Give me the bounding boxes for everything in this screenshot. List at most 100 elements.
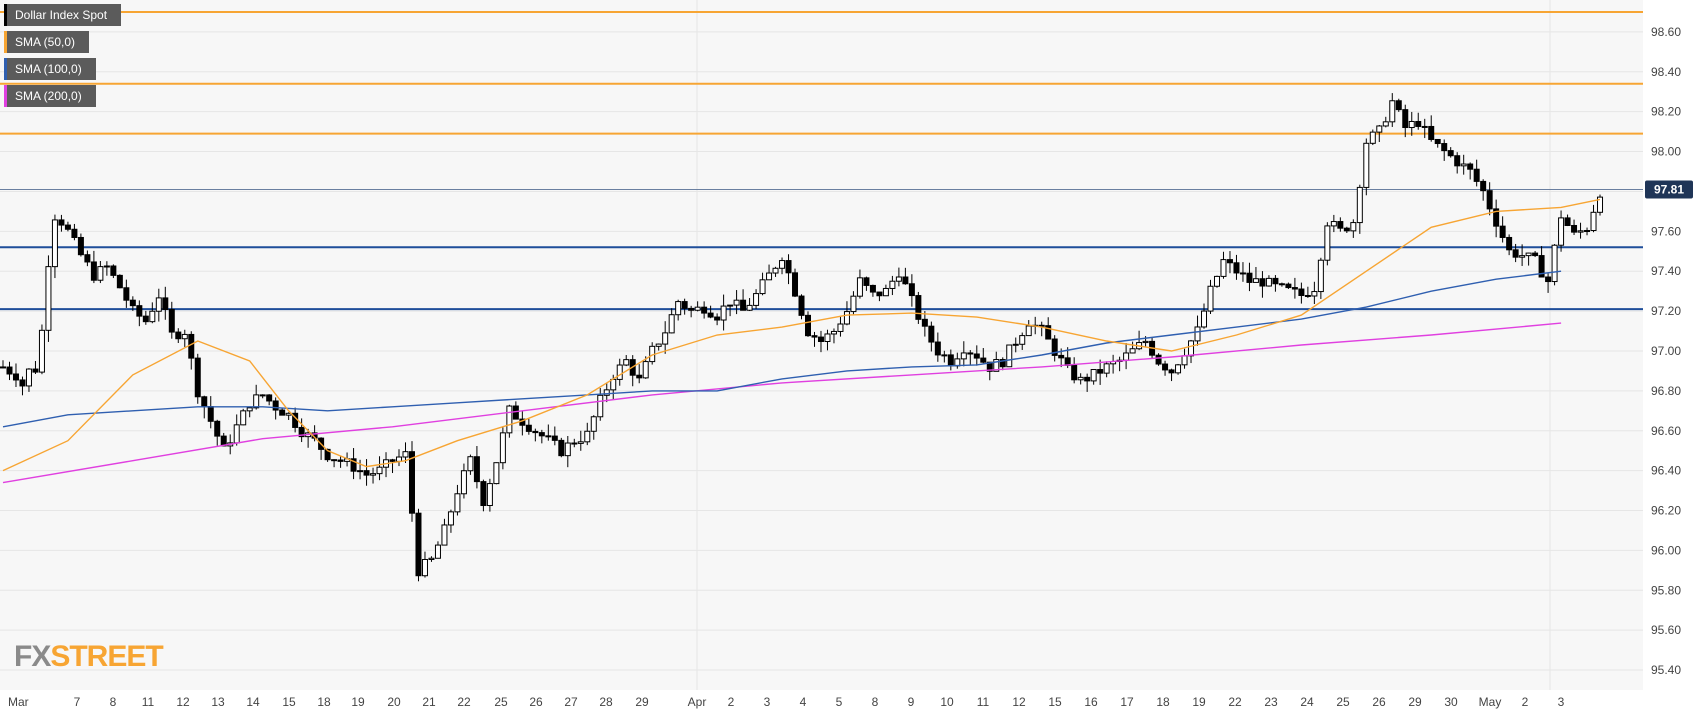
logo-fx: FX bbox=[14, 640, 51, 673]
candle-body bbox=[1519, 255, 1526, 258]
candle-body bbox=[110, 265, 117, 276]
logo-street: STREET bbox=[50, 640, 163, 673]
legend-label-sma50: SMA (50,0) bbox=[15, 35, 76, 49]
candle-body bbox=[707, 312, 714, 318]
candle-body bbox=[1460, 163, 1467, 167]
candle-body bbox=[1506, 236, 1513, 251]
candle-body bbox=[694, 306, 701, 311]
candle-body bbox=[824, 333, 831, 342]
candle-body bbox=[259, 394, 266, 397]
candle-body bbox=[233, 424, 240, 444]
x-tick-label: 21 bbox=[422, 695, 436, 709]
candle-body bbox=[558, 439, 565, 457]
x-tick-label: 11 bbox=[142, 695, 155, 709]
candle-body bbox=[1382, 121, 1389, 127]
current-price-tag: 97.81 bbox=[1645, 180, 1693, 199]
candle-body bbox=[785, 260, 792, 274]
candle-body bbox=[662, 332, 669, 345]
candle-body bbox=[1097, 369, 1104, 374]
horizontal-levels bbox=[0, 10, 1643, 311]
candle-body bbox=[1278, 283, 1285, 286]
candle-body bbox=[1590, 211, 1597, 232]
candle-body bbox=[370, 473, 377, 476]
gridlines bbox=[0, 0, 1643, 690]
candle-body bbox=[1434, 138, 1441, 145]
candle-body bbox=[623, 359, 630, 366]
x-tick-label: 28 bbox=[599, 695, 613, 709]
y-tick-label: 95.40 bbox=[1651, 663, 1681, 677]
candle-body bbox=[1493, 208, 1500, 227]
x-tick-label: 19 bbox=[1192, 695, 1206, 709]
x-tick-label: May bbox=[1479, 695, 1502, 709]
candle-body bbox=[51, 219, 58, 268]
x-tick-label: 15 bbox=[1048, 695, 1062, 709]
candle-body bbox=[714, 316, 721, 321]
x-tick-label: 7 bbox=[74, 695, 81, 709]
legend-swatch-price bbox=[4, 4, 7, 26]
candle-body bbox=[603, 389, 610, 396]
candle-body bbox=[1480, 180, 1487, 192]
candle-body bbox=[1337, 221, 1344, 229]
legend-label-price: Dollar Index Spot bbox=[15, 8, 108, 22]
candle-body bbox=[986, 361, 993, 372]
x-tick-label: 15 bbox=[282, 695, 296, 709]
candle-body bbox=[421, 558, 428, 577]
candle-body bbox=[766, 272, 773, 281]
candle-body bbox=[64, 224, 71, 230]
legend-item-sma100: SMA (100,0) bbox=[4, 58, 96, 80]
candle-body bbox=[129, 299, 136, 307]
x-tick-label: 2 bbox=[728, 695, 735, 709]
candle-body bbox=[1181, 355, 1188, 366]
candle-body bbox=[525, 424, 532, 432]
candle-body bbox=[279, 409, 286, 416]
candle-body bbox=[863, 277, 870, 286]
y-tick-label: 96.00 bbox=[1651, 543, 1681, 557]
candle-body bbox=[792, 272, 799, 297]
candle-body bbox=[746, 304, 753, 311]
candle-body bbox=[142, 315, 149, 323]
candle-body bbox=[201, 396, 208, 408]
candle-body bbox=[1473, 168, 1480, 182]
candle-body bbox=[1343, 227, 1350, 232]
candle-body bbox=[1551, 244, 1558, 283]
candle-body bbox=[298, 426, 305, 438]
candle-body bbox=[473, 456, 480, 483]
y-tick-label: 96.80 bbox=[1651, 384, 1681, 398]
legend-item-sma200: SMA (200,0) bbox=[4, 85, 96, 107]
candle-body bbox=[1058, 354, 1065, 359]
legend-item-price: Dollar Index Spot bbox=[4, 4, 122, 26]
candle-body bbox=[1207, 285, 1214, 312]
candle-body bbox=[1512, 249, 1519, 258]
candle-body bbox=[1019, 335, 1026, 345]
candle-body bbox=[805, 314, 811, 337]
candle-body bbox=[1084, 376, 1091, 382]
x-tick-label: 12 bbox=[176, 695, 190, 709]
candle-body bbox=[655, 343, 662, 347]
candle-body bbox=[25, 368, 32, 387]
candle-body bbox=[1246, 272, 1253, 283]
candle-body bbox=[402, 451, 409, 458]
x-tick-label: 5 bbox=[836, 695, 843, 709]
candle-body bbox=[1142, 340, 1149, 344]
x-tick-label: 12 bbox=[1012, 695, 1026, 709]
x-tick-label: 25 bbox=[494, 695, 508, 709]
candle-body bbox=[1129, 348, 1136, 354]
candle-body bbox=[155, 297, 162, 312]
candle-body bbox=[798, 295, 805, 316]
candle-body bbox=[1090, 369, 1097, 382]
candle-body bbox=[1220, 259, 1227, 277]
candle-body bbox=[733, 299, 740, 306]
candle-body bbox=[350, 458, 357, 472]
x-tick-label: Mar bbox=[8, 695, 29, 709]
x-tick-label: 8 bbox=[110, 695, 117, 709]
candle-body bbox=[188, 333, 195, 359]
candle-body bbox=[467, 456, 474, 472]
x-tick-label: 13 bbox=[211, 695, 225, 709]
candle-body bbox=[6, 366, 13, 375]
candle-body bbox=[538, 432, 545, 437]
candle-body bbox=[876, 291, 883, 297]
candle-body bbox=[1363, 142, 1370, 188]
candle-body bbox=[331, 459, 338, 462]
legend-label-sma100: SMA (100,0) bbox=[15, 62, 82, 76]
